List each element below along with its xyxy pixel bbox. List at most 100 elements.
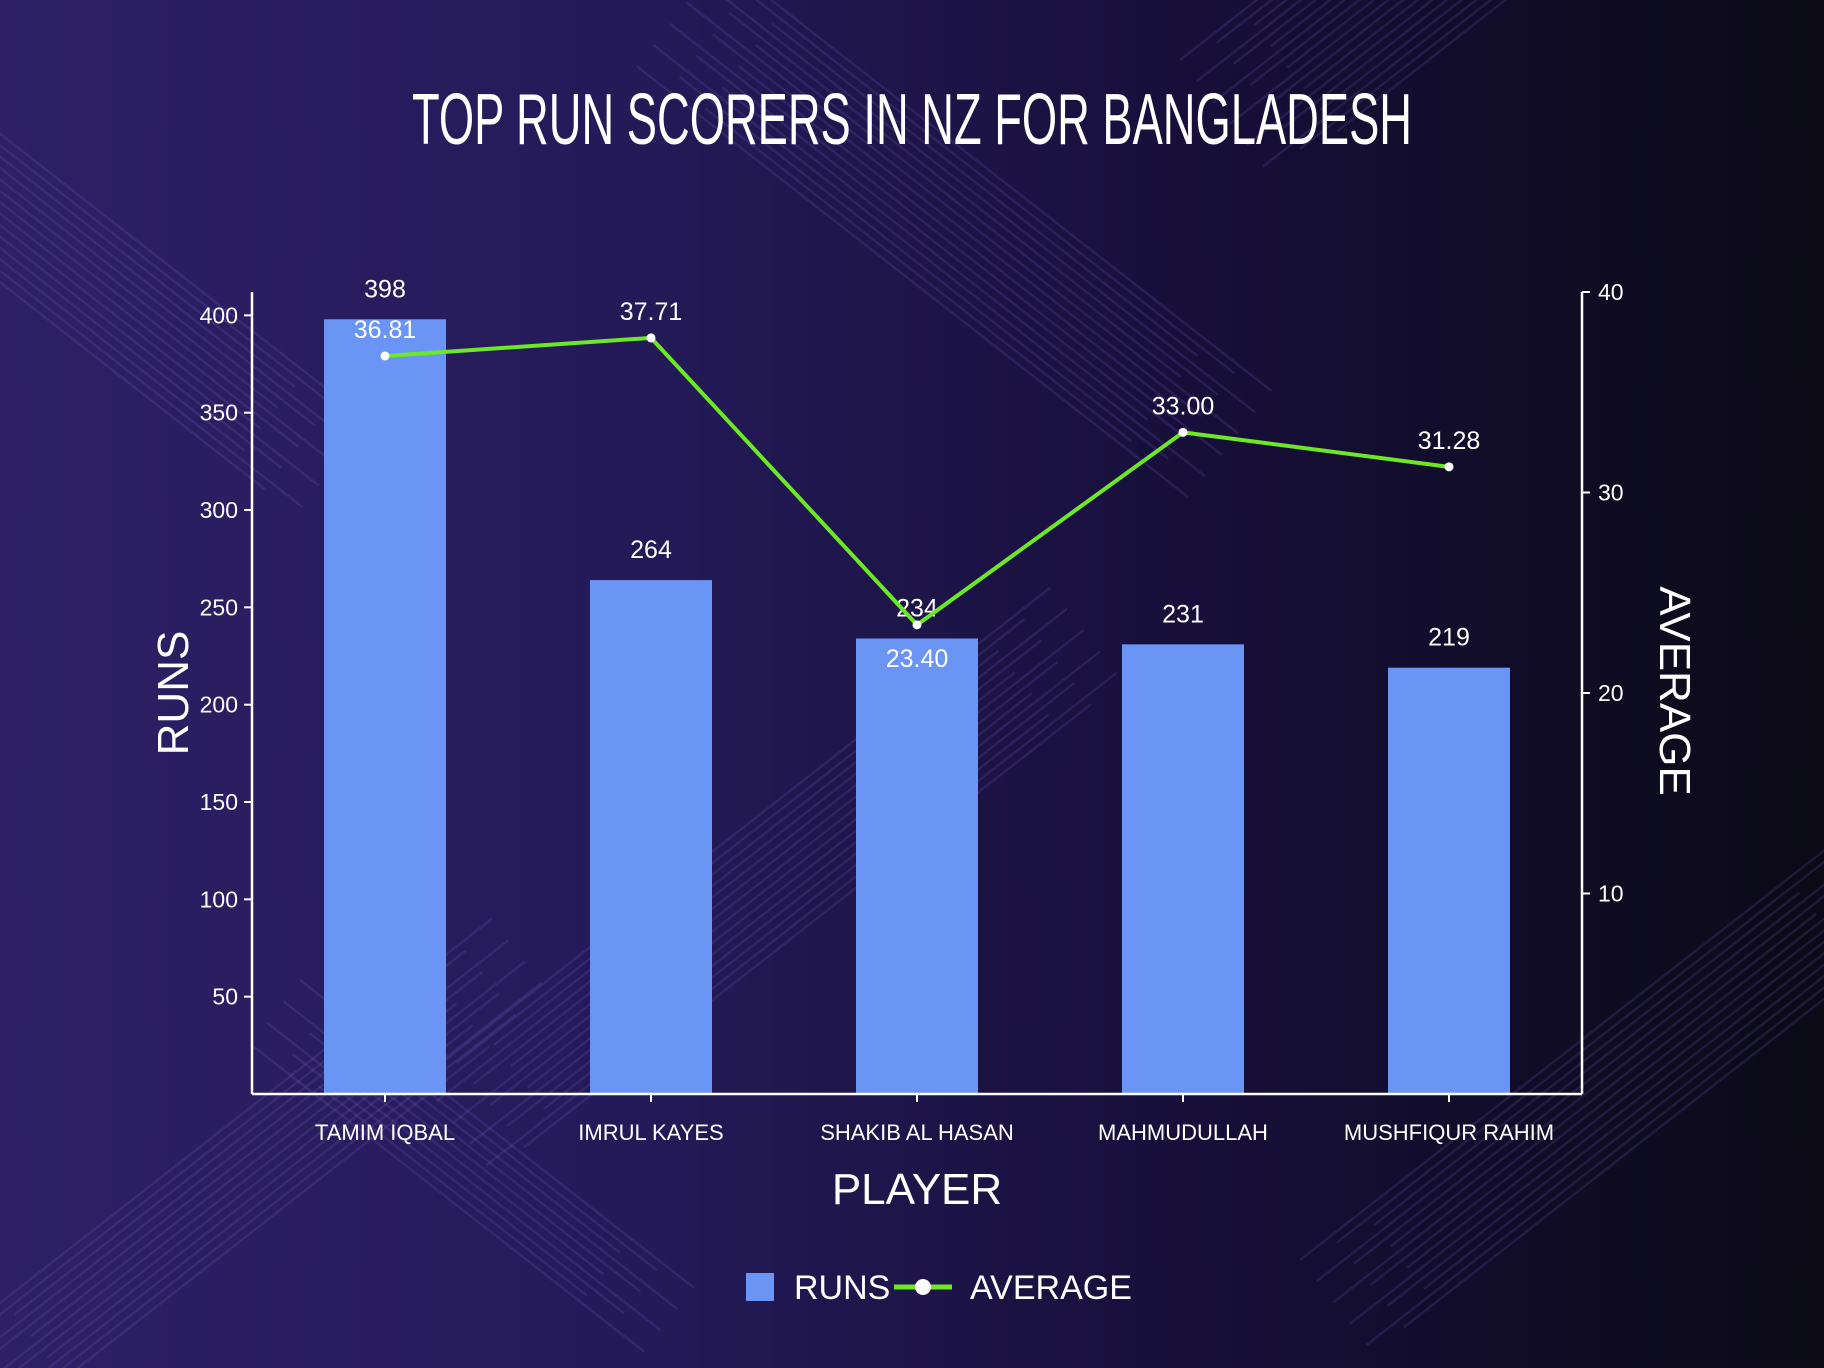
background-stripe — [0, 280, 266, 491]
y-tick-label: 350 — [200, 400, 238, 426]
background-stripe — [334, 1063, 605, 1276]
bar-value-label: 231 — [1162, 600, 1204, 628]
background-stripe — [291, 1053, 625, 1314]
background-stripe — [678, 75, 1169, 460]
bar — [324, 319, 446, 1094]
background-stripe — [1212, 0, 1347, 104]
background-stripe — [1373, 891, 1801, 1226]
bar-value-label: 219 — [1428, 624, 1470, 652]
background-stripe — [1262, 0, 1479, 168]
bar — [1122, 644, 1244, 1094]
legend-runs-swatch — [746, 1273, 774, 1301]
background-stripe — [1406, 940, 1824, 1269]
background-stripe — [1336, 0, 1508, 133]
y2-tick-label: 30 — [1598, 480, 1624, 506]
average-point — [646, 333, 656, 343]
average-line — [384, 335, 1450, 627]
chart-title: TOP RUN SCORERS IN NZ FOR BANGLADESH — [412, 80, 1412, 160]
average-value-label: 33.00 — [1152, 392, 1215, 420]
y-tick-label: 300 — [200, 497, 238, 523]
legend-average-label: AVERAGE — [970, 1269, 1132, 1307]
background-stripe — [652, 44, 1206, 478]
background-stripe — [769, 0, 1273, 392]
background-stripe — [1402, 997, 1824, 1329]
background-stripe — [754, 43, 1182, 379]
average-value-label: 23.40 — [886, 645, 949, 673]
bar-value-label: 398 — [364, 275, 406, 303]
background-stripe — [1229, 0, 1391, 125]
background-stripe — [46, 981, 543, 1368]
average-point — [1178, 427, 1188, 437]
average-point — [380, 351, 390, 361]
background-stripe — [0, 189, 279, 409]
bar-value-label: 264 — [630, 536, 672, 564]
x-tick-label: SHAKIB AL HASAN — [820, 1120, 1014, 1145]
y2-tick-label: 10 — [1598, 881, 1624, 907]
background-stripe — [1266, 0, 1406, 108]
y2-axis-title: AVERAGE — [1650, 586, 1699, 795]
background-stripe — [0, 212, 300, 448]
y-tick-label: 100 — [200, 886, 238, 912]
background-stripe — [1319, 0, 1464, 112]
background-stripe — [452, 629, 1085, 1124]
y-tick-label: 400 — [200, 302, 238, 328]
background-stripe — [1423, 974, 1824, 1290]
y-tick-label: 150 — [200, 789, 238, 815]
background-stripe — [1303, 0, 1420, 90]
y-tick-label: 50 — [212, 984, 238, 1010]
background-stripe — [1369, 928, 1824, 1287]
background-stripe — [737, 65, 1166, 400]
bar — [590, 580, 712, 1094]
y2-tick-label: 20 — [1598, 680, 1624, 706]
background-stripe — [75, 1045, 491, 1368]
x-tick-label: MAHMUDULLAH — [1098, 1120, 1268, 1145]
background-stripe — [0, 132, 370, 423]
background-stripe — [1386, 963, 1824, 1308]
legend-runs-label: RUNS — [794, 1269, 890, 1307]
background-stripe — [771, 22, 1199, 357]
background-stripe — [1332, 917, 1824, 1304]
average-value-label: 37.71 — [620, 298, 683, 326]
background-stripe — [728, 12, 1219, 396]
background-stripe — [1282, 0, 1449, 129]
background-stripe — [0, 143, 333, 406]
bar — [856, 638, 978, 1094]
average-value-label: 36.81 — [354, 316, 417, 344]
average-value-label: 31.28 — [1418, 427, 1481, 455]
y-axis-title: RUNS — [149, 631, 198, 756]
background-stripe — [1299, 0, 1493, 150]
background-stripe — [0, 223, 262, 431]
y-tick-label: 250 — [200, 594, 238, 620]
background-stripe — [721, 86, 1149, 421]
background-stripe — [1245, 0, 1435, 147]
background-stripe — [695, 54, 1186, 439]
background-stripe — [0, 257, 246, 452]
background-stripe — [1249, 0, 1362, 87]
background-stripe — [1299, 849, 1824, 1261]
background-stripe — [1315, 883, 1824, 1283]
background-stripe — [711, 33, 1203, 417]
background-stripe — [685, 1, 1240, 435]
background-stripe — [1365, 986, 1824, 1347]
background-stripe — [0, 166, 353, 444]
average-point — [1444, 462, 1454, 472]
legend-average-marker — [915, 1279, 931, 1295]
background-stripe — [1389, 912, 1818, 1248]
background-stripe — [0, 155, 296, 388]
background-stripe — [636, 65, 1190, 499]
background-stripe — [704, 107, 1132, 442]
y2-tick-label: 40 — [1598, 279, 1624, 305]
background-stripe — [725, 0, 1256, 414]
bar — [1388, 667, 1510, 1094]
x-tick-label: IMRUL KAYES — [578, 1120, 723, 1145]
background-stripe — [0, 246, 283, 469]
x-axis-title: PLAYER — [832, 1165, 1002, 1214]
background-stripe — [0, 269, 303, 508]
background-stripe — [0, 234, 320, 487]
x-tick-label: MUSHFIQUR RAHIM — [1344, 1120, 1554, 1145]
legend: RUNS AVERAGE — [746, 1269, 1132, 1307]
x-tick-label: TAMIM IQBAL — [315, 1120, 455, 1145]
